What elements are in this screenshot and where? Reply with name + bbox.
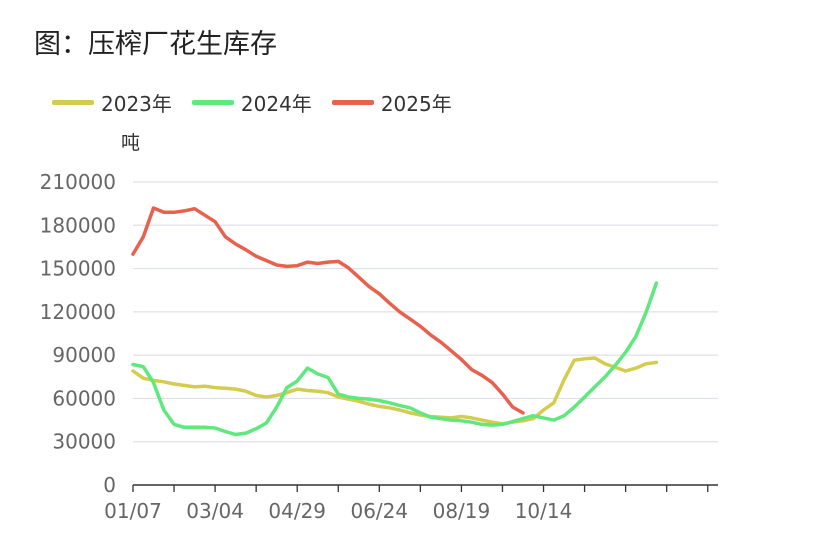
y-tick-label: 60000 (52, 386, 116, 410)
series-lines (131, 206, 659, 437)
x-axis: 01/07 03/04 04/29 06/24 08/19 10/14 (104, 484, 718, 523)
legend-swatch-2023 (52, 100, 94, 105)
series-line-2025年[interactable] (131, 206, 525, 415)
y-tick-label: 90000 (52, 343, 116, 367)
chart-title: 图：压榨厂花生库存 (34, 29, 277, 60)
legend-item-2023[interactable]: 2023年 (52, 88, 172, 117)
y-tick-label: 210000 (40, 170, 116, 194)
x-tick-label: 01/07 (104, 499, 162, 523)
y-axis-unit-label: 吨 (121, 132, 141, 154)
y-tick-label: 120000 (40, 300, 116, 324)
x-tick-label: 10/14 (515, 499, 573, 523)
legend-label-2023: 2023年 (101, 92, 172, 116)
x-tick-label: 06/24 (350, 499, 408, 523)
y-axis-ticks: 0 30000 60000 90000 120000 150000 180000 210000 (40, 170, 116, 497)
series-line-2024年[interactable] (131, 281, 659, 437)
y-tick-label: 30000 (52, 430, 116, 454)
legend-item-2025[interactable]: 2025年 (331, 88, 452, 117)
x-tick-label: 08/19 (433, 499, 491, 523)
legend-swatch-2024 (191, 100, 234, 105)
y-tick-label: 0 (103, 473, 116, 497)
legend-label-2025: 2025年 (380, 92, 452, 116)
grid-lines (133, 181, 718, 443)
legend-item-2024[interactable]: 2024年 (191, 88, 312, 117)
y-tick-label: 180000 (40, 213, 116, 237)
x-tick-label: 04/29 (268, 499, 326, 523)
legend-swatch-2025 (331, 100, 374, 105)
chart-legend: 2023年 2024年 2025年 (52, 88, 472, 117)
legend-label-2024: 2024年 (240, 92, 312, 116)
y-tick-label: 150000 (40, 257, 116, 281)
series-line-2023年[interactable] (131, 356, 659, 426)
x-tick-label: 03/04 (186, 499, 244, 523)
